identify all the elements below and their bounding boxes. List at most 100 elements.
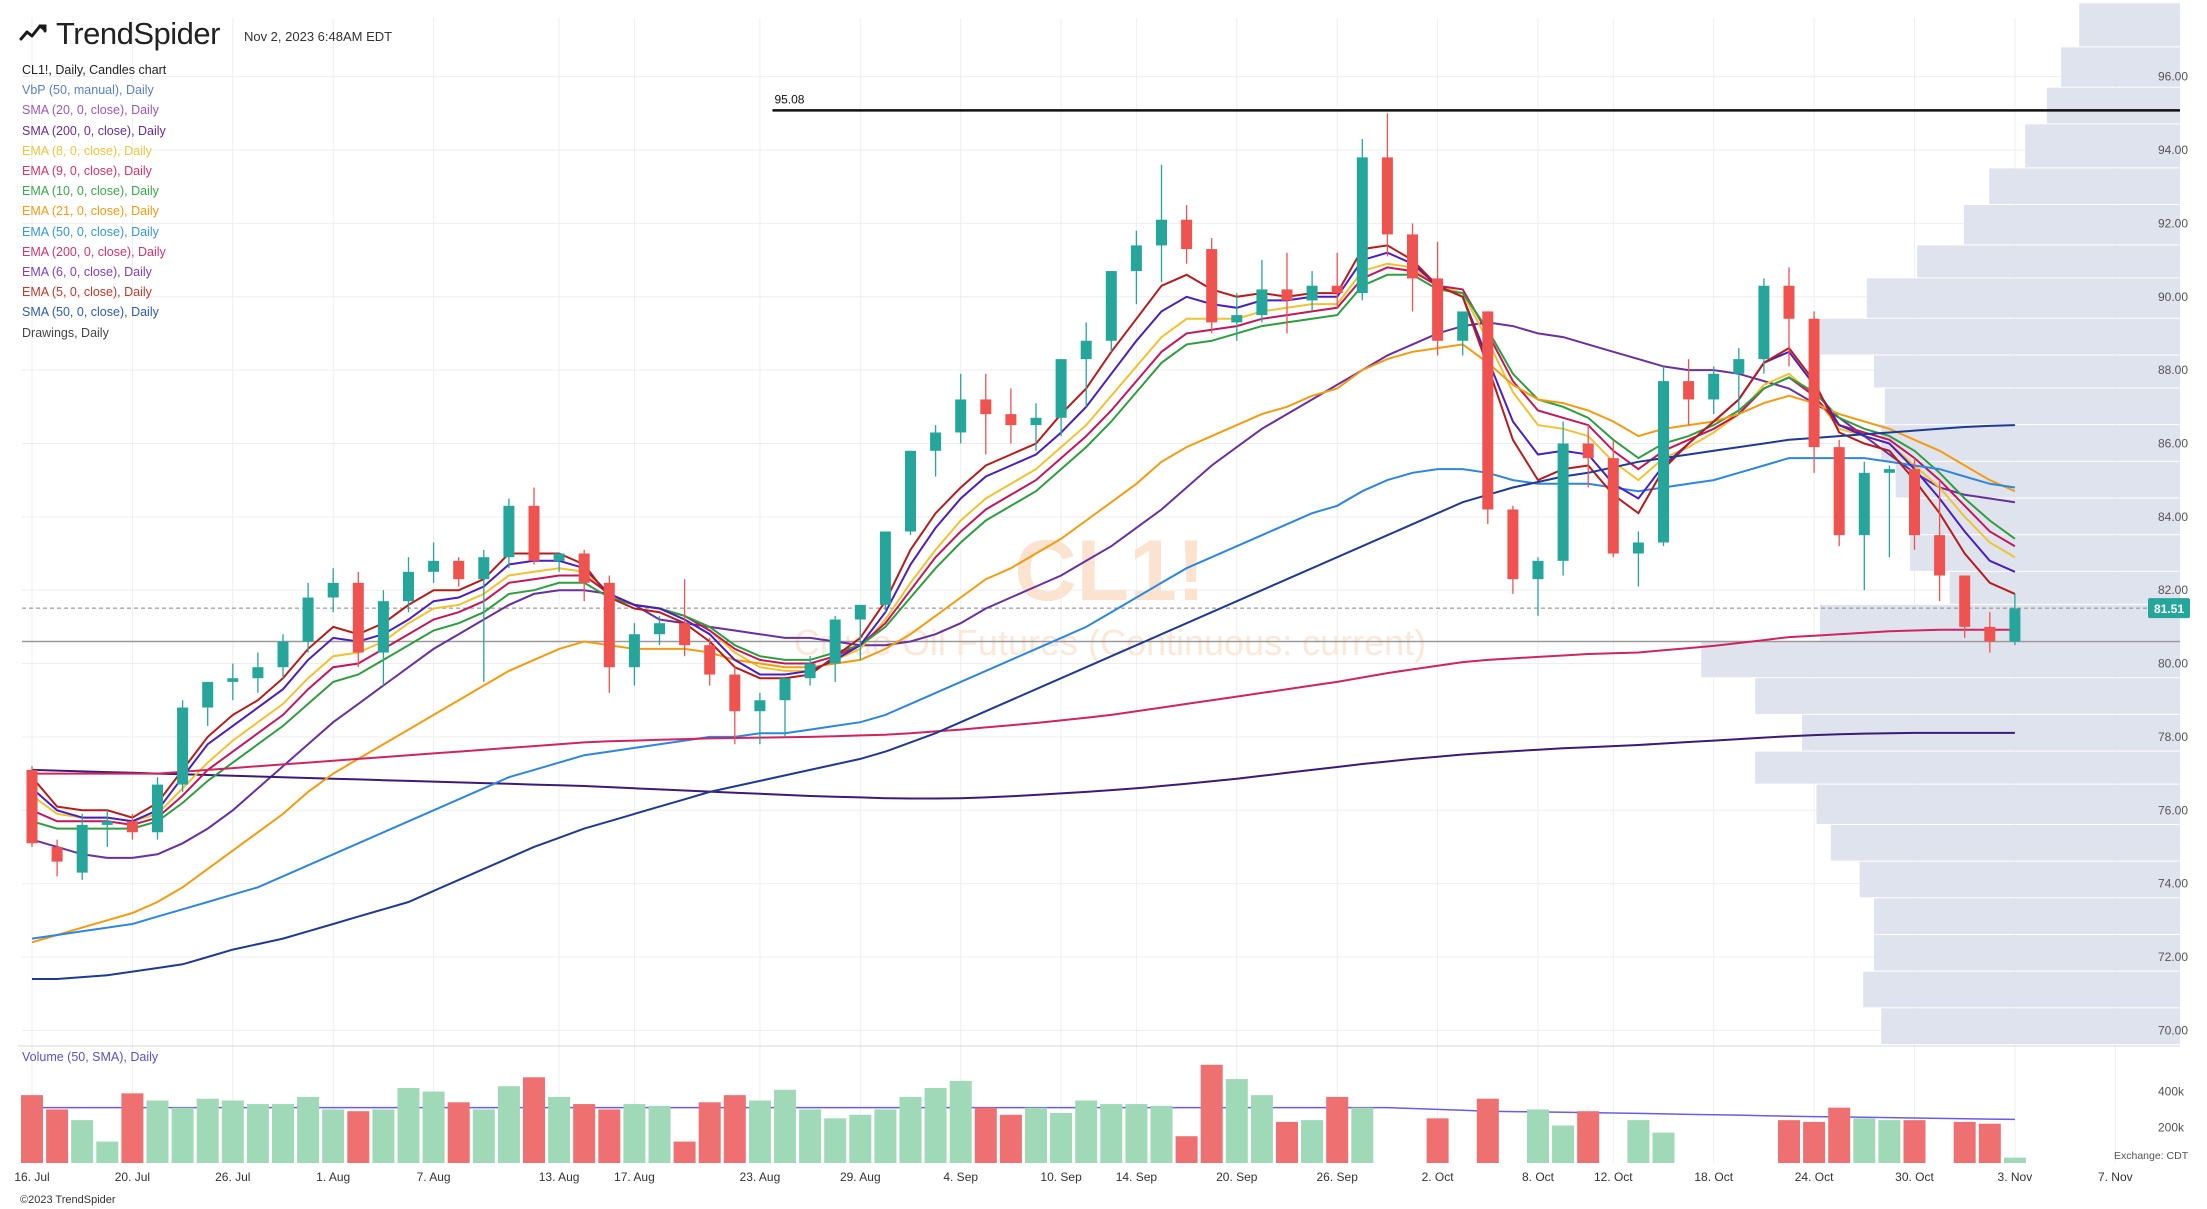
- volume-bar[interactable]: [1978, 1123, 2001, 1163]
- legend-item[interactable]: EMA (50, 0, close), Daily: [22, 224, 159, 239]
- candle[interactable]: [1156, 164, 1167, 283]
- volume-bar[interactable]: [723, 1095, 746, 1163]
- candle[interactable]: [1432, 241, 1444, 356]
- volume-bar[interactable]: [46, 1109, 69, 1163]
- candle[interactable]: [1532, 557, 1544, 616]
- volume-bar[interactable]: [121, 1093, 144, 1163]
- candle[interactable]: [1758, 278, 1770, 374]
- candle[interactable]: [1607, 439, 1619, 558]
- candle[interactable]: [1708, 366, 1720, 415]
- volume-bar[interactable]: [1878, 1120, 1901, 1163]
- volume-bar[interactable]: [1527, 1109, 1549, 1163]
- trendspider-logo[interactable]: TrendSpider: [18, 16, 220, 52]
- indicator-line[interactable]: [31, 343, 2016, 944]
- candle[interactable]: [829, 615, 841, 682]
- candle[interactable]: [1934, 480, 1946, 602]
- legend-item[interactable]: EMA (10, 0, close), Daily: [22, 184, 159, 199]
- candle[interactable]: [1356, 139, 1368, 301]
- candle[interactable]: [352, 571, 364, 668]
- indicator-line[interactable]: [31, 321, 2016, 859]
- candle[interactable]: [754, 692, 766, 745]
- candle[interactable]: [152, 777, 163, 840]
- candle[interactable]: [654, 615, 665, 646]
- volume-bar[interactable]: [322, 1109, 345, 1163]
- legend-item[interactable]: EMA (200, 0, close), Daily: [22, 244, 166, 259]
- volume-bar[interactable]: [1652, 1132, 1675, 1163]
- volume-bar[interactable]: [347, 1111, 370, 1163]
- candle[interactable]: [804, 656, 816, 686]
- volume-bar[interactable]: [573, 1104, 596, 1163]
- legend-item[interactable]: Drawings, Daily: [22, 325, 109, 340]
- volume-bar[interactable]: [1627, 1120, 1650, 1163]
- volume-bar[interactable]: [422, 1091, 445, 1163]
- candle[interactable]: [1582, 425, 1594, 488]
- volume-bar[interactable]: [548, 1096, 571, 1163]
- candle[interactable]: [503, 498, 515, 569]
- volume-bar[interactable]: [246, 1104, 269, 1163]
- candle[interactable]: [879, 531, 891, 613]
- volume-bar[interactable]: [447, 1102, 470, 1163]
- volume-bar[interactable]: [1050, 1113, 1073, 1163]
- candle[interactable]: [955, 373, 967, 444]
- volume-bar[interactable]: [71, 1120, 94, 1163]
- volume-bar[interactable]: [1903, 1120, 1926, 1163]
- volume-bar[interactable]: [1125, 1104, 1148, 1163]
- candle[interactable]: [854, 604, 866, 660]
- candle[interactable]: [704, 637, 716, 686]
- candle[interactable]: [779, 678, 791, 737]
- volume-bar[interactable]: [523, 1077, 545, 1163]
- candle[interactable]: [1181, 205, 1193, 264]
- candle[interactable]: [1457, 311, 1469, 356]
- candle[interactable]: [1055, 359, 1067, 437]
- volume-bar[interactable]: [1276, 1121, 1298, 1163]
- candle[interactable]: [1030, 403, 1042, 451]
- candle[interactable]: [905, 450, 916, 536]
- candle[interactable]: [1256, 260, 1268, 323]
- volume-bar[interactable]: [1025, 1107, 1047, 1163]
- volume-bar[interactable]: [924, 1088, 947, 1163]
- volume-bar[interactable]: [849, 1114, 872, 1163]
- candle[interactable]: [1381, 113, 1393, 257]
- candle[interactable]: [2009, 593, 2021, 646]
- volume-bar[interactable]: [171, 1107, 194, 1163]
- candle[interactable]: [1206, 238, 1218, 334]
- legend-item[interactable]: SMA (50, 0, close), Daily: [22, 305, 159, 320]
- candle[interactable]: [729, 667, 741, 745]
- volume-bar[interactable]: [648, 1105, 671, 1163]
- volume-bar[interactable]: [698, 1102, 721, 1163]
- candle[interactable]: [1105, 271, 1117, 352]
- volume-bar[interactable]: [1225, 1079, 1248, 1163]
- candle[interactable]: [1331, 252, 1343, 308]
- volume-bar[interactable]: [21, 1095, 43, 1163]
- volume-bar[interactable]: [221, 1100, 244, 1164]
- candle[interactable]: [1632, 531, 1644, 587]
- legend-item[interactable]: VbP (50, manual), Daily: [22, 83, 154, 98]
- volume-bar[interactable]: [1552, 1125, 1575, 1164]
- candle[interactable]: [202, 681, 214, 726]
- candle[interactable]: [628, 623, 640, 686]
- legend-item[interactable]: EMA (5, 0, close), Daily: [22, 285, 152, 300]
- candle[interactable]: [302, 582, 314, 653]
- indicator-line[interactable]: [32, 424, 2015, 980]
- volume-bar[interactable]: [497, 1086, 520, 1163]
- volume-bar[interactable]: [1200, 1064, 1223, 1163]
- candle[interactable]: [252, 652, 264, 693]
- candle[interactable]: [1858, 461, 1870, 591]
- candle[interactable]: [1984, 612, 1996, 653]
- candle[interactable]: [528, 487, 540, 565]
- indicator-line[interactable]: [31, 266, 2016, 826]
- candle[interactable]: [1808, 311, 1820, 473]
- volume-bar[interactable]: [1853, 1118, 1876, 1163]
- candle[interactable]: [227, 663, 239, 701]
- candle[interactable]: [1733, 348, 1745, 415]
- candle[interactable]: [478, 549, 490, 682]
- volume-bar[interactable]: [999, 1114, 1022, 1163]
- legend-item[interactable]: SMA (200, 0, close), Daily: [22, 123, 166, 138]
- candle[interactable]: [403, 557, 414, 613]
- candle[interactable]: [1281, 252, 1293, 334]
- candle[interactable]: [51, 839, 63, 877]
- candle[interactable]: [26, 766, 38, 847]
- volume-bar[interactable]: [1326, 1096, 1349, 1163]
- volume-label[interactable]: Volume (50, SMA), Daily: [22, 1050, 159, 1064]
